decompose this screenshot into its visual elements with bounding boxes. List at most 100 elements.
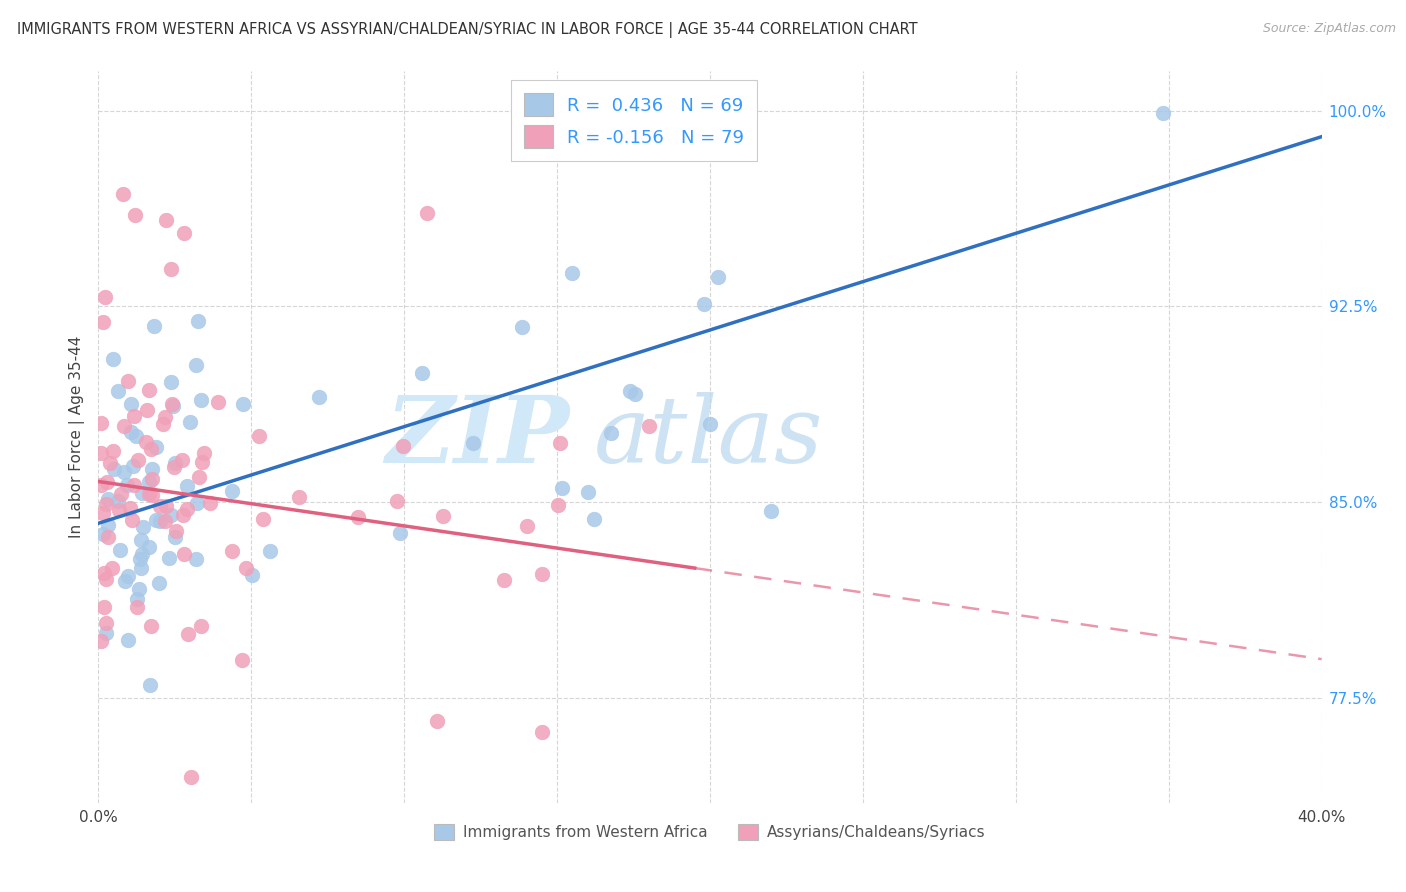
Y-axis label: In Labor Force | Age 35-44: In Labor Force | Age 35-44 <box>69 336 84 538</box>
Point <box>582 512 605 526</box>
Point <box>121 513 143 527</box>
Point <box>492 574 515 588</box>
Point <box>90 633 112 648</box>
Point <box>176 501 198 516</box>
Point <box>186 358 208 372</box>
Point <box>259 544 281 558</box>
Point <box>149 499 172 513</box>
Point <box>155 514 177 528</box>
Point <box>138 487 160 501</box>
Point <box>90 416 112 430</box>
Point <box>188 470 211 484</box>
Point <box>637 418 661 433</box>
Point <box>96 475 118 489</box>
Point <box>516 519 538 533</box>
Point <box>1152 106 1174 120</box>
Point <box>136 403 159 417</box>
Point <box>170 453 193 467</box>
Point <box>120 397 142 411</box>
Point <box>135 434 157 449</box>
Point <box>231 653 253 667</box>
Point <box>97 517 120 532</box>
Point <box>190 455 212 469</box>
Point <box>129 551 152 566</box>
Point <box>125 429 148 443</box>
Point <box>131 547 153 561</box>
Point <box>411 366 433 380</box>
Point <box>122 478 145 492</box>
Point <box>97 492 120 507</box>
Point <box>143 318 166 333</box>
Point <box>127 591 149 606</box>
Point <box>90 446 112 460</box>
Point <box>530 566 553 581</box>
Point <box>96 572 118 586</box>
Point <box>152 417 174 431</box>
Point <box>187 314 209 328</box>
Point <box>623 387 645 401</box>
Point <box>177 627 200 641</box>
Point <box>389 526 412 541</box>
Point <box>160 397 183 411</box>
Point <box>108 503 131 517</box>
Point <box>101 443 124 458</box>
Point <box>131 485 153 500</box>
Point <box>165 530 187 544</box>
Point <box>463 436 485 450</box>
Point <box>129 533 152 547</box>
Point <box>287 491 309 505</box>
Point <box>186 496 208 510</box>
Point <box>347 510 370 524</box>
Point <box>129 561 152 575</box>
Point <box>91 507 114 521</box>
Point <box>550 481 572 495</box>
Point <box>176 479 198 493</box>
Point <box>138 475 160 490</box>
Point <box>111 187 134 202</box>
Point <box>173 548 195 562</box>
Point <box>90 477 112 491</box>
Point <box>190 619 212 633</box>
Point <box>139 619 162 633</box>
Point <box>94 497 117 511</box>
Point <box>155 213 177 227</box>
Point <box>385 494 408 508</box>
Point <box>121 459 143 474</box>
Point <box>93 599 115 614</box>
Point <box>619 384 641 398</box>
Point <box>128 582 150 597</box>
Point <box>426 714 449 729</box>
Point <box>707 270 730 285</box>
Point <box>759 504 782 518</box>
Point <box>179 416 201 430</box>
Point <box>138 541 160 555</box>
Point <box>235 561 257 575</box>
Point <box>103 462 125 476</box>
Point <box>155 499 177 513</box>
Point <box>160 376 183 390</box>
Point <box>699 417 721 431</box>
Point <box>98 456 121 470</box>
Point <box>392 439 415 453</box>
Point <box>141 488 163 502</box>
Point <box>157 551 180 566</box>
Point <box>107 384 129 399</box>
Point <box>110 487 132 501</box>
Point <box>149 514 172 528</box>
Text: IMMIGRANTS FROM WESTERN AFRICA VS ASSYRIAN/CHALDEAN/SYRIAC IN LABOR FORCE | AGE : IMMIGRANTS FROM WESTERN AFRICA VS ASSYRI… <box>17 22 918 38</box>
Point <box>510 319 533 334</box>
Point <box>547 499 569 513</box>
Point <box>101 351 124 366</box>
Point <box>163 456 186 470</box>
Point <box>693 297 716 311</box>
Point <box>145 440 167 454</box>
Point <box>240 568 263 582</box>
Point <box>155 409 177 424</box>
Point <box>114 574 136 588</box>
Point <box>200 495 222 509</box>
Point <box>93 566 115 580</box>
Point <box>139 442 162 457</box>
Point <box>138 384 160 398</box>
Point <box>548 436 571 450</box>
Point <box>141 472 163 486</box>
